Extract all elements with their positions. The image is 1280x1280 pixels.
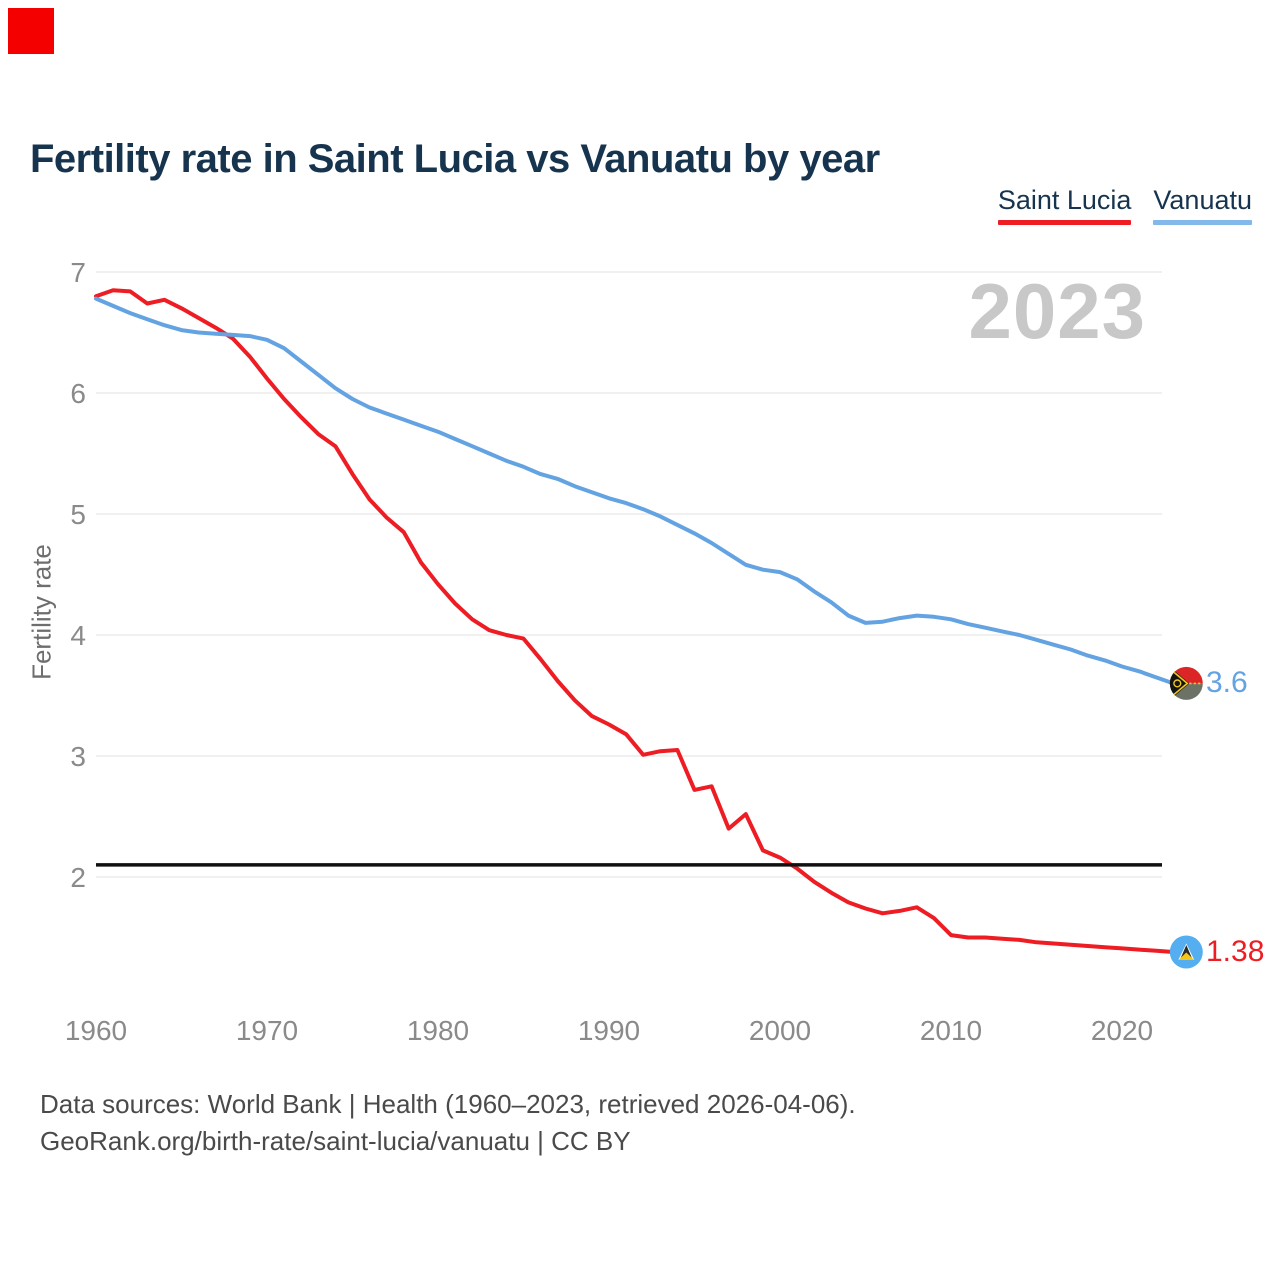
series-line-saint-lucia [94,288,1176,954]
y-tick-label: 6 [70,378,86,409]
x-tick-label: 1990 [578,1015,640,1046]
end-value-vanuatu: 3.6 [1206,666,1248,700]
legend-label-vanuatu: Vanuatu [1153,185,1252,215]
series-line-vanuatu [94,296,1176,686]
x-tick-label: 1960 [65,1015,127,1046]
data-source-line2: GeoRank.org/birth-rate/saint-lucia/vanua… [40,1126,631,1156]
data-source-note: Data sources: World Bank | Health (1960–… [40,1086,856,1160]
y-tick-label: 3 [70,741,86,772]
y-tick-label: 4 [70,620,86,651]
legend-item-saint-lucia[interactable]: Saint Lucia [997,185,1132,225]
x-tick-label: 1970 [236,1015,298,1046]
vanuatu-flag-marker [1169,666,1203,700]
page-title: Fertility rate in Saint Lucia vs Vanuatu… [30,136,880,181]
saint-lucia-flag-marker [1169,935,1203,969]
y-tick-label: 5 [70,499,86,530]
end-value-saint-lucia: 1.38 [1206,935,1265,969]
legend-item-vanuatu[interactable]: Vanuatu [1153,185,1252,225]
year-watermark: 2023 [968,267,1146,355]
y-tick-label: 2 [70,862,86,893]
x-tick-label: 2020 [1091,1015,1153,1046]
legend-underline-saint-lucia [997,220,1132,225]
red-marker-square [8,8,54,54]
legend-underline-vanuatu [1153,220,1252,225]
x-tick-label: 1980 [407,1015,469,1046]
y-tick-label: 7 [70,257,86,288]
data-source-line1: Data sources: World Bank | Health (1960–… [40,1089,856,1119]
legend-label-saint-lucia: Saint Lucia [997,185,1132,215]
x-tick-label: 2000 [749,1015,811,1046]
x-tick-label: 2010 [920,1015,982,1046]
chart-legend: Saint Lucia Vanuatu [997,185,1252,225]
